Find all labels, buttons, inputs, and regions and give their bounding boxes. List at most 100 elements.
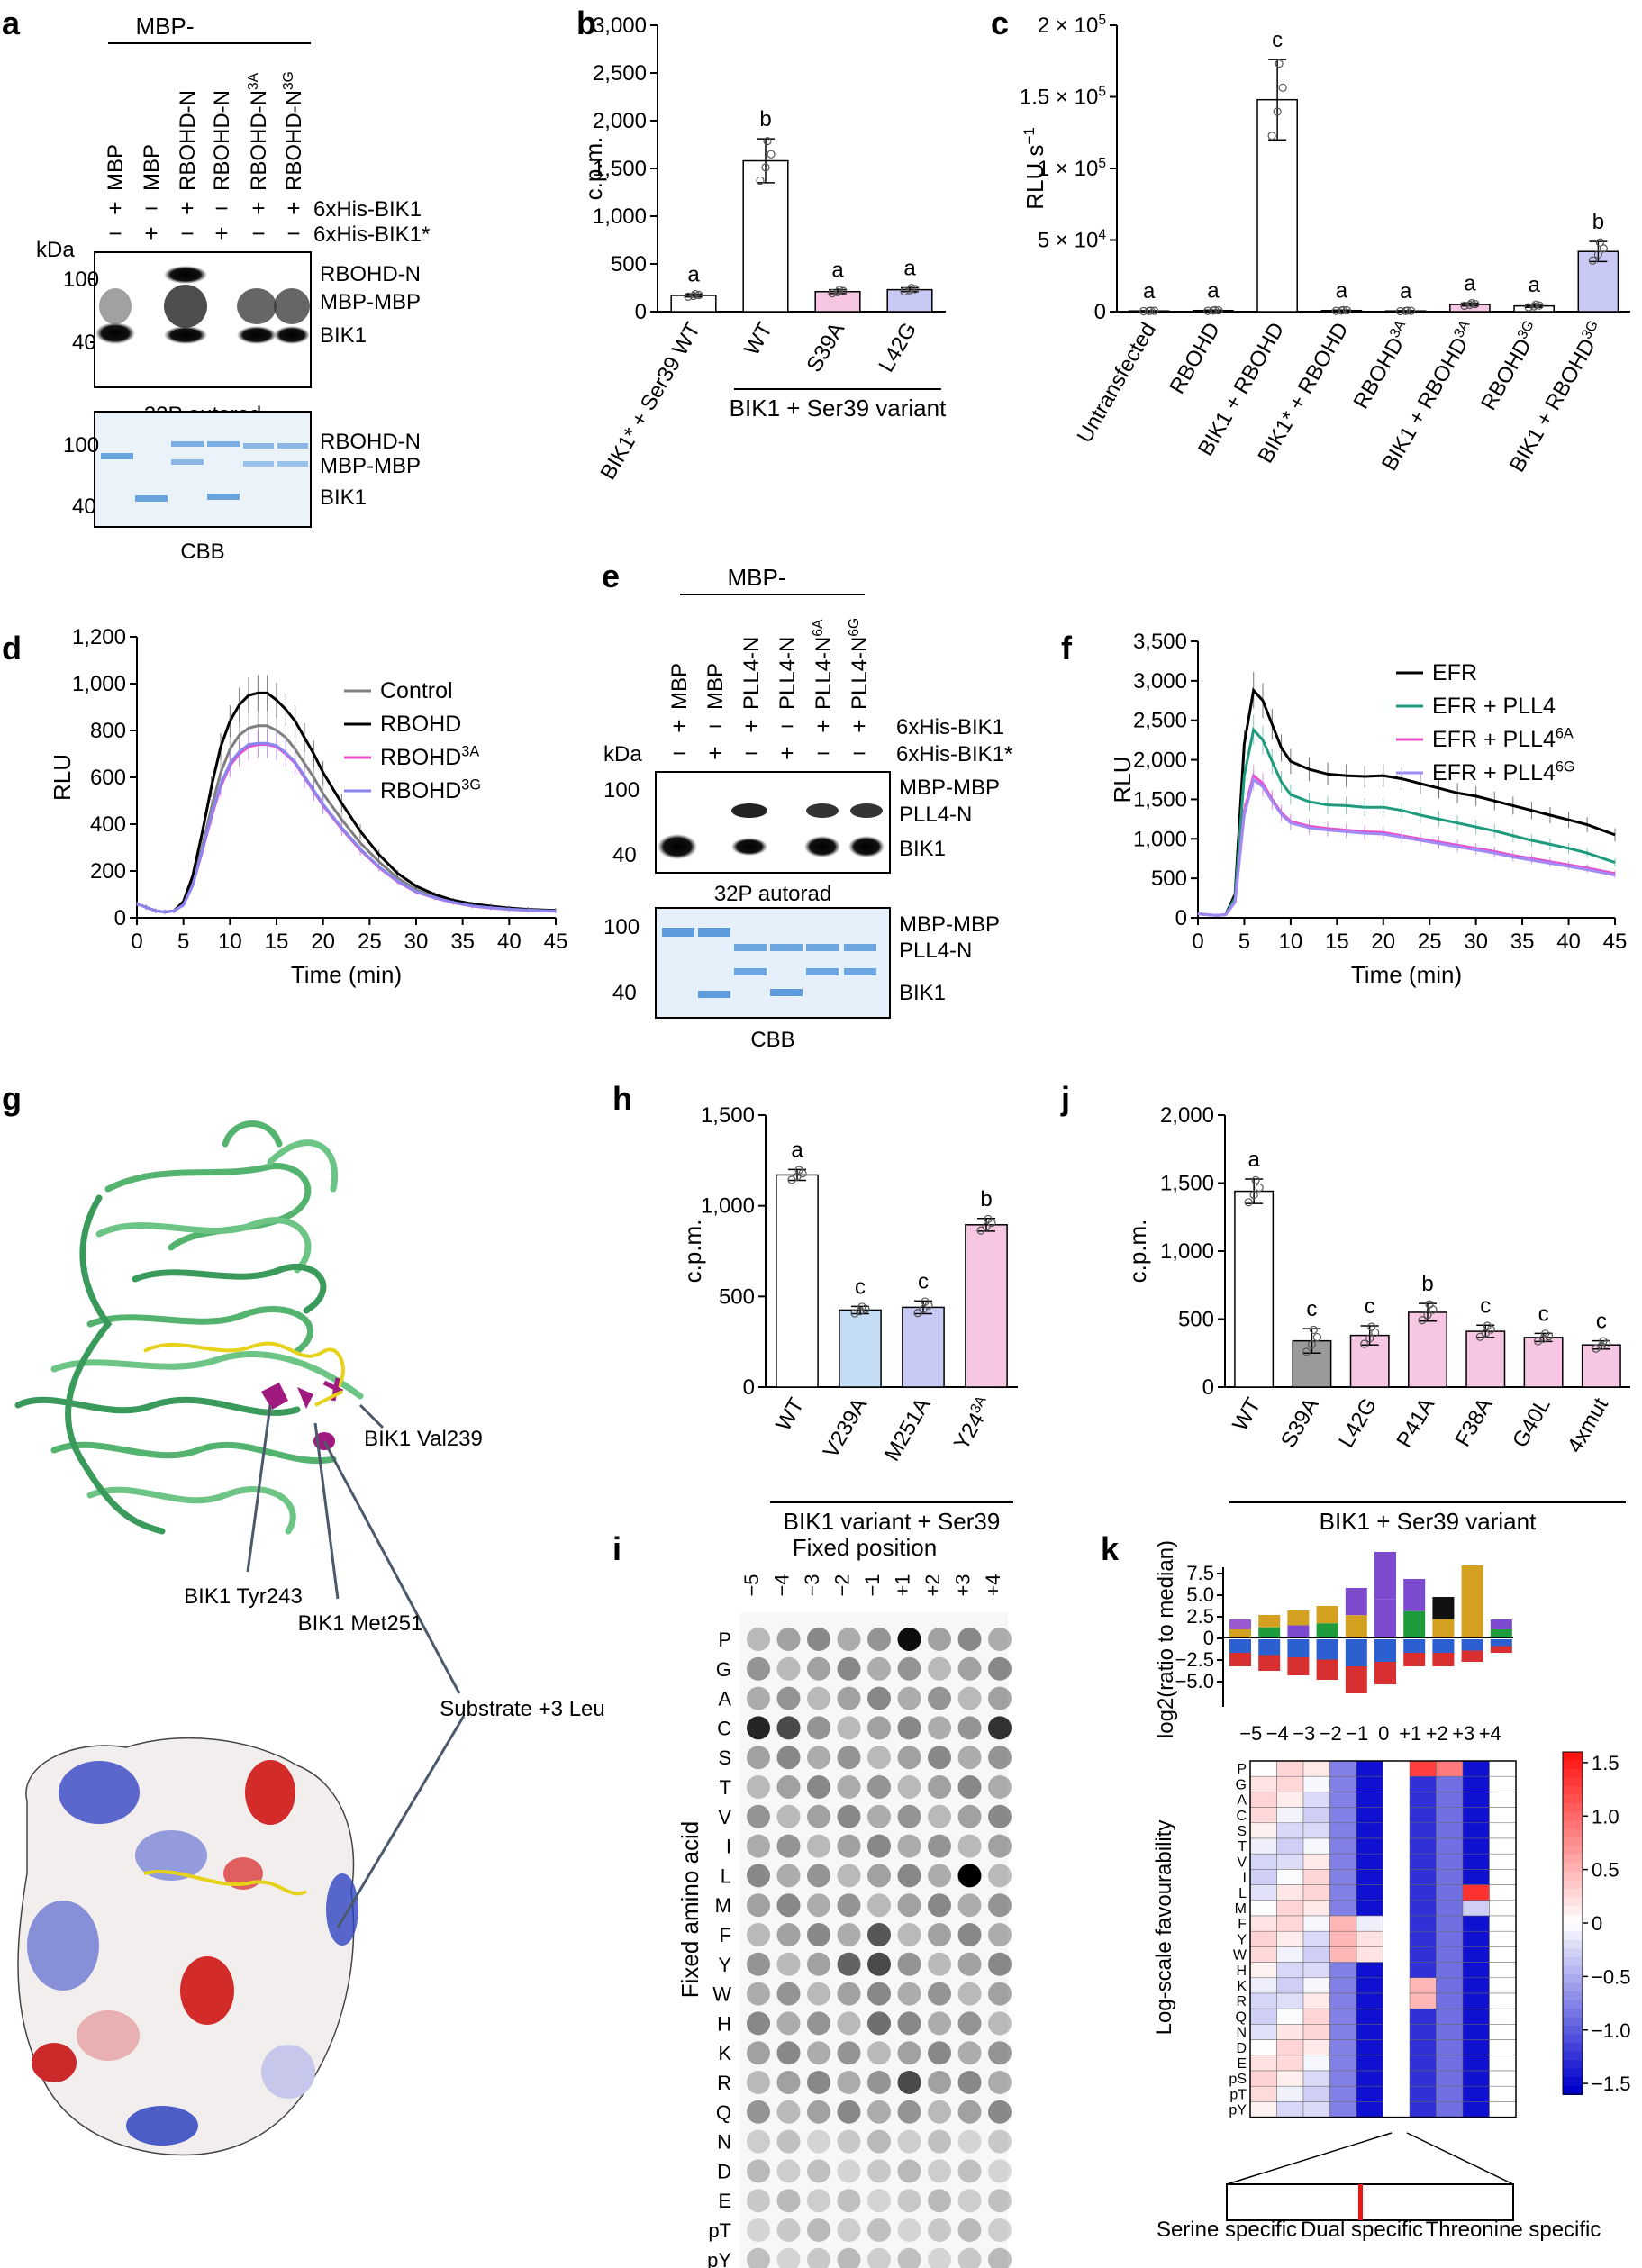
significance-letter: b (1421, 1272, 1433, 1296)
y-tick-label: 600 (90, 766, 126, 790)
array-spot (988, 2071, 1012, 2094)
heat-cell (1489, 1807, 1517, 1824)
heat-cell (1329, 2085, 1357, 2102)
colorbar-step (1563, 1760, 1583, 1770)
logo-letter-stack (1490, 1619, 1512, 1629)
colorbar-step (1563, 1769, 1583, 1779)
logo-letter-stack (1345, 1615, 1367, 1637)
heat-cell (1329, 1915, 1357, 1932)
x-tick-label: 25 (1418, 930, 1442, 954)
data-point (1467, 299, 1476, 308)
heat-cell (1436, 1962, 1464, 1979)
data-point (1255, 1183, 1264, 1193)
heat-cell (1249, 1884, 1277, 1901)
array-spot (897, 1628, 921, 1651)
heat-cell (1356, 1977, 1383, 1994)
heat-cell (1276, 1992, 1304, 2009)
array-spot (867, 1686, 891, 1710)
cbb-markers: MBP-MBP PLL4-N BIK1 (899, 912, 1000, 1005)
y-tick-label: 2,000 (1133, 748, 1187, 773)
logo-letter-stack-neg (1374, 1639, 1396, 1662)
array-spot (837, 2218, 861, 2242)
heat-cell (1462, 1869, 1490, 1885)
array-spot (867, 1864, 891, 1888)
heat-cell-gap (1383, 1962, 1410, 1978)
data-point (756, 176, 765, 186)
colorbar-step (1563, 1914, 1583, 1924)
data-point (1150, 306, 1159, 315)
array-spot (776, 2011, 801, 2036)
heat-cell-gap (1383, 1900, 1410, 1916)
x-tick-label: 10 (218, 930, 242, 954)
array-spot (897, 1893, 921, 1918)
heat-cell (1489, 2024, 1517, 2040)
colorbar-step (1563, 1786, 1583, 1796)
array-spot (776, 1686, 801, 1710)
y-tick-label: 2,000 (1160, 1103, 1214, 1128)
lane-label: RBOHD-N3A (246, 72, 271, 191)
array-spot (807, 1775, 830, 1799)
position-label: +1 (1399, 1722, 1421, 1745)
colorbar-step (1563, 1974, 1583, 1984)
cbb-mw-100: 100 (603, 915, 640, 939)
sign-bik1-star: − (180, 220, 194, 247)
array-spot (776, 2159, 801, 2183)
data-point (1273, 107, 1282, 116)
array-spot (867, 2129, 891, 2154)
array-spot (867, 1628, 891, 1651)
heat-cell (1462, 2024, 1490, 2040)
heat-cell-gap (1383, 1838, 1410, 1855)
array-spot (807, 1686, 830, 1710)
data-point (1418, 1316, 1427, 1325)
array-spot (867, 1656, 891, 1681)
position-label: −2 (1320, 1722, 1342, 1745)
heat-cell (1329, 1760, 1357, 1777)
x-tick-label: 30 (404, 930, 429, 954)
y-tick-label: 1,500 (593, 157, 647, 181)
heat-cell (1409, 1822, 1437, 1839)
array-spot (747, 1746, 770, 1770)
heat-cell-gap (1383, 2024, 1410, 2040)
heat-cell (1249, 1853, 1277, 1870)
y-tick-label: 500 (1178, 1308, 1214, 1332)
logo-letter-stack-neg (1432, 1653, 1455, 1666)
array-spot (988, 2129, 1012, 2154)
bar (902, 1306, 945, 1388)
data-point (1533, 1337, 1543, 1346)
y-tick-label: 1,500 (701, 1103, 755, 1128)
heat-cell (1356, 1792, 1383, 1808)
logo-letter-stack-neg (1345, 1666, 1367, 1693)
heat-cell (1489, 1760, 1517, 1777)
heat-cell (1249, 1962, 1277, 1979)
array-spot (837, 1628, 861, 1651)
array-spot (837, 2100, 861, 2124)
array-spot (747, 1834, 770, 1858)
heat-cell (1329, 1807, 1357, 1824)
heat-cell (1302, 1792, 1330, 1808)
autorad-bands (95, 266, 310, 344)
y-tick-label: 2,500 (1133, 709, 1187, 733)
colorbar-step (1563, 1820, 1583, 1830)
logo-letter-stack-neg (1229, 1653, 1251, 1666)
array-spot (837, 1716, 861, 1740)
residue-label: T (1238, 1839, 1247, 1855)
significance-letter: a (1528, 273, 1540, 297)
bar (1408, 1311, 1447, 1388)
logo-letter-stack-neg (1316, 1639, 1338, 1660)
logo-letter-stack (1229, 1619, 1251, 1629)
array-spot (928, 1834, 951, 1858)
data-point (1312, 1332, 1322, 1342)
array-spot (867, 1923, 891, 1946)
residue-label: W (1233, 1948, 1247, 1964)
sign-bik1: + (251, 195, 265, 222)
heat-cell (1489, 2055, 1517, 2072)
residue-label: S (718, 1746, 731, 1769)
array-spot (807, 1656, 830, 1681)
lane-label: RBOHD-N (210, 90, 234, 191)
heat-cell (1276, 1884, 1304, 1901)
residue-label: C (717, 1717, 731, 1739)
colorbar-step (1563, 1837, 1583, 1847)
array-spot (837, 2011, 861, 2036)
array-spot (837, 2159, 861, 2183)
data-point (1365, 1334, 1374, 1343)
